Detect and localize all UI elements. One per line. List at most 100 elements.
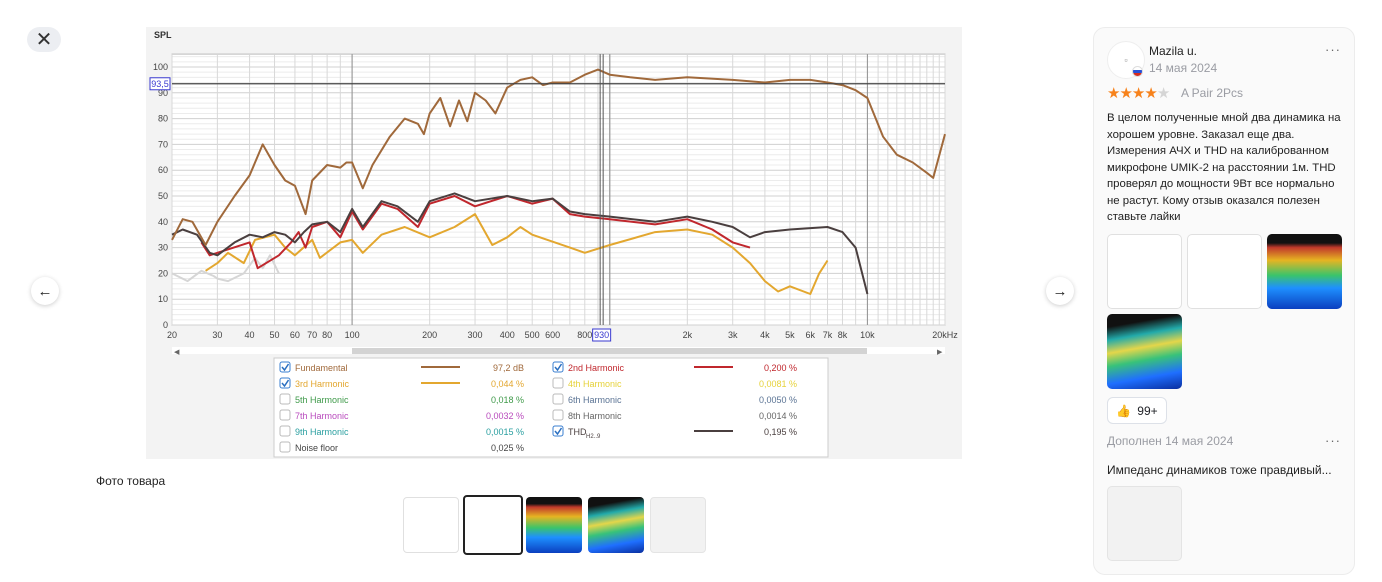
added-photo[interactable] [1107, 486, 1182, 561]
x-tick-label: 10k [860, 330, 875, 340]
legend-label: 9th Harmonic [295, 427, 349, 437]
next-image-button[interactable]: → [1046, 277, 1074, 305]
x-tick-label: 60 [290, 330, 300, 340]
y-tick-label: 50 [158, 191, 168, 201]
x-tick-label: 80 [322, 330, 332, 340]
legend-value: 0,018 % [491, 395, 524, 405]
prev-image-button[interactable]: ← [31, 277, 59, 305]
check-icon [554, 427, 563, 436]
scrollbar-thumb [352, 348, 867, 354]
frequency-response-chart: SPL 0 10 20 30 40 50 60 70 80 90 100 20 30 40 50 60 70 80 1… [149, 30, 958, 458]
check-icon [554, 363, 563, 372]
star-icon: ★ [1131, 85, 1145, 102]
legend-checkbox [552, 393, 564, 405]
legend-label: Fundamental [295, 363, 348, 373]
legend-value: 0,0015 % [486, 427, 524, 437]
x-tick-label: 30 [212, 330, 222, 340]
y-tick-label: 40 [158, 217, 168, 227]
y-tick-label: 90 [158, 88, 168, 98]
series-line-thd-h2-9 [171, 192, 869, 295]
added-date: Дополнен 14 мая 2024 [1107, 434, 1234, 448]
series-line-fundamental [171, 68, 946, 246]
cursor-y-label: 93,5 [151, 79, 169, 89]
y-tick-label: 70 [158, 139, 168, 149]
star-icon: ★ [1144, 85, 1157, 102]
cursor-y-box [149, 77, 171, 91]
review-photo-1[interactable] [1107, 234, 1182, 309]
y-tick-label: 30 [158, 243, 168, 253]
legend-value: 97,2 dB [493, 363, 524, 373]
legend-label: 5th Harmonic [295, 395, 349, 405]
more-dots-icon[interactable]: ··· [1325, 42, 1341, 57]
arrow-left-icon: ← [37, 282, 53, 300]
x-tick-label: 2k [683, 330, 693, 340]
y-tick-label: 80 [158, 114, 168, 124]
x-tick-label: 20 [167, 330, 177, 340]
legend-checkbox [279, 441, 291, 453]
x-tick-label: 500 [525, 330, 540, 340]
x-tick-label: 50 [270, 330, 280, 340]
legend-value: 0,044 % [491, 379, 524, 389]
legend-value: 0,195 % [764, 427, 797, 437]
legend-label: 2nd Harmonic [568, 363, 625, 373]
thumbnail-5[interactable] [650, 497, 706, 553]
legend-label: 4th Harmonic [568, 379, 622, 389]
legend-checkbox [552, 409, 564, 421]
star-icon: ★ [1119, 85, 1132, 102]
x-tick-label: 100 [345, 330, 360, 340]
review-panel: ▫ Mazila u. 14 мая 2024 ··· ★★★★★ A Pair… [1093, 27, 1355, 575]
y-tick-label: 10 [158, 294, 168, 304]
star-icon: ★ [1107, 85, 1120, 102]
x-tick-label: 600 [545, 330, 560, 340]
legend-label: Noise floor [295, 443, 338, 453]
y-tick-label: 60 [158, 165, 168, 175]
author-name: Mazila u. [1149, 44, 1198, 58]
legend-value: 0,200 % [764, 363, 797, 373]
legend-label: THD [568, 427, 587, 437]
y-tick-label: 100 [153, 62, 168, 72]
cursor-x-label: 930 [594, 330, 609, 340]
added-text: Импеданс динамиков тоже правдивый... [1107, 463, 1332, 477]
review-photo-3[interactable] [1267, 234, 1342, 309]
legend-value: 0,0081 % [759, 379, 797, 389]
review-date: 14 мая 2024 [1149, 61, 1218, 75]
legend-value: 0,0032 % [486, 411, 524, 421]
review-text: В целом полученные мной два динамика на … [1107, 112, 1341, 223]
flag-icon [1132, 66, 1143, 77]
legend-label: 7th Harmonic [295, 411, 349, 421]
arrow-right-icon: → [1052, 282, 1068, 300]
review-photo-2[interactable] [1187, 234, 1262, 309]
thumbnail-4[interactable] [588, 497, 644, 553]
more-dots-icon[interactable]: ··· [1325, 433, 1341, 448]
legend-checkbox [279, 425, 291, 437]
x-tick-label: 70 [307, 330, 317, 340]
thumbnail-1[interactable] [403, 497, 459, 553]
x-tick-label: 7k [823, 330, 833, 340]
like-button[interactable]: 👍 99+ [1107, 397, 1167, 424]
rating-stars: ★★★★★ [1107, 84, 1170, 102]
main-image: SPL 0 10 20 30 40 50 60 70 80 90 100 20 30 40 50 60 70 80 1… [146, 27, 962, 459]
thumbnail-3[interactable] [526, 497, 582, 553]
series-line-2nd-harmonic [200, 195, 751, 270]
legend-checkbox [279, 393, 291, 405]
close-icon: ✕ [35, 29, 53, 51]
y-axis-label: SPL [154, 30, 172, 40]
x-tick-label: 200 [422, 330, 437, 340]
legend-value: 0,025 % [491, 443, 524, 453]
x-tick-label: 400 [500, 330, 515, 340]
check-icon [281, 363, 290, 372]
x-tick-label: 8k [838, 330, 848, 340]
x-tick-label: 20kHz [932, 330, 958, 340]
scroll-left-icon: ◀ [174, 349, 180, 356]
x-tick-label: 300 [468, 330, 483, 340]
legend-label: 6th Harmonic [568, 395, 622, 405]
legend-checkbox [279, 409, 291, 421]
x-tick-label: 40 [245, 330, 255, 340]
series-line-3rd-harmonic [205, 213, 829, 295]
cursor-x-box [592, 328, 612, 342]
product-variant: A Pair 2Pcs [1181, 86, 1244, 100]
thumbs-up-icon: 👍 [1116, 403, 1132, 418]
close-button[interactable]: ✕ [27, 27, 61, 52]
review-photo-4[interactable] [1107, 314, 1182, 389]
thumbnail-2-selected[interactable] [463, 495, 523, 555]
